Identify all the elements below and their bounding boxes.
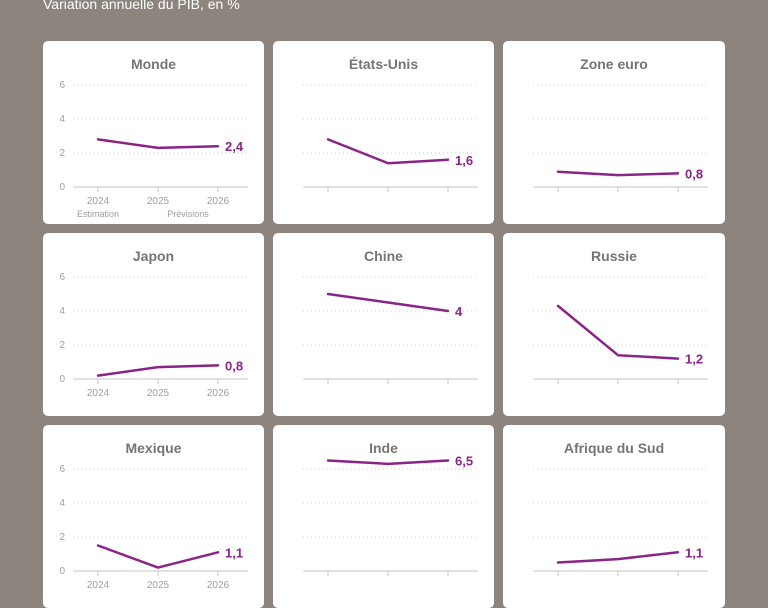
chart-panel: Monde 0 2 4 6 2024 2025 2026 Estimation Prévision… — [43, 41, 264, 224]
end-value-label: 2,4 — [225, 139, 244, 154]
data-line — [326, 459, 450, 466]
x-tick-label: 2026 — [207, 196, 230, 207]
chart-panel: États-Unis 1,6 — [273, 41, 494, 224]
chart-svg: 0 2 4 6 2024 2025 2026 Estimation Prévisions 2,4 — [59, 80, 248, 219]
panel-title: Russie — [591, 248, 637, 264]
y-tick-label: 6 — [59, 80, 65, 91]
data-line — [326, 138, 450, 165]
chart-panel: Russie 1,2 — [503, 233, 725, 416]
y-tick-label: 0 — [59, 566, 65, 577]
y-tick-label: 4 — [59, 306, 65, 317]
y-tick-label: 4 — [59, 114, 65, 125]
y-tick-label: 6 — [59, 272, 65, 283]
panel-title: Zone euro — [580, 56, 648, 72]
end-value-label: 1,1 — [685, 545, 703, 560]
small-multiples-grid: Monde 0 2 4 6 2024 2025 2026 Estimation Prévision… — [43, 41, 725, 608]
chart-panel: Inde 6,5 — [273, 425, 494, 608]
panel-title: Japon — [132, 248, 175, 264]
chart-svg: 0,8 — [533, 84, 708, 192]
data-line — [96, 138, 220, 150]
chart-panel: Zone euro 0,8 — [503, 41, 725, 224]
end-value-label: 0,8 — [225, 358, 243, 373]
chart-panel: Mexique 0 2 4 6 2024 2025 2026 1,1 — [43, 425, 264, 608]
data-line — [556, 551, 680, 564]
data-line — [556, 170, 680, 177]
note-previsions: Prévisions — [167, 209, 209, 219]
y-tick-label: 6 — [59, 464, 65, 475]
chart-svg: 6,5 — [303, 454, 478, 576]
note-estimation: Estimation — [77, 209, 119, 219]
y-tick-label: 4 — [59, 498, 65, 509]
chart-svg: 1,1 — [533, 468, 708, 576]
data-line — [96, 544, 220, 569]
panel-title: États-Unis — [348, 56, 419, 72]
end-value-label: 6,5 — [455, 454, 473, 469]
x-tick-label: 2025 — [147, 196, 170, 207]
panel-title: Mexique — [125, 440, 182, 456]
x-tick-label: 2026 — [207, 580, 230, 591]
chart-svg: 0 2 4 6 2024 2025 2026 0,8 — [59, 272, 248, 399]
panel-title: Monde — [130, 56, 177, 72]
y-tick-label: 2 — [59, 340, 65, 351]
panel-title: Chine — [364, 248, 403, 264]
x-tick-label: 2025 — [147, 580, 170, 591]
y-tick-label: 0 — [59, 374, 65, 385]
chart-svg: 0 2 4 6 2024 2025 2026 1,1 — [59, 464, 248, 591]
y-tick-label: 2 — [59, 532, 65, 543]
chart-svg: 4 — [303, 276, 478, 384]
chart-svg: 1,6 — [303, 84, 478, 192]
end-value-label: 1,2 — [685, 352, 703, 367]
end-value-label: 1,1 — [225, 545, 243, 560]
data-line — [556, 304, 680, 360]
end-value-label: 4 — [455, 304, 463, 319]
x-tick-label: 2025 — [147, 388, 170, 399]
x-tick-label: 2024 — [87, 388, 110, 399]
chart-panel: Afrique du Sud 1,1 — [503, 425, 725, 608]
x-tick-label: 2024 — [87, 580, 110, 591]
panel-title: Inde — [369, 440, 398, 456]
x-tick-label: 2026 — [207, 388, 230, 399]
end-value-label: 1,6 — [455, 153, 473, 168]
panel-title: Afrique du Sud — [563, 440, 665, 456]
data-line — [96, 364, 220, 377]
chart-svg: 1,2 — [533, 276, 708, 384]
y-tick-label: 0 — [59, 182, 65, 193]
y-tick-label: 2 — [59, 148, 65, 159]
chart-panel: Japon 0 2 4 6 2024 2025 2026 0,8 — [43, 233, 264, 416]
chart-subtitle: Variation annuelle du PIB, en % — [43, 0, 240, 12]
x-tick-label: 2024 — [87, 196, 110, 207]
end-value-label: 0,8 — [685, 166, 703, 181]
chart-panel: Chine 4 — [273, 233, 494, 416]
data-line — [326, 292, 450, 313]
